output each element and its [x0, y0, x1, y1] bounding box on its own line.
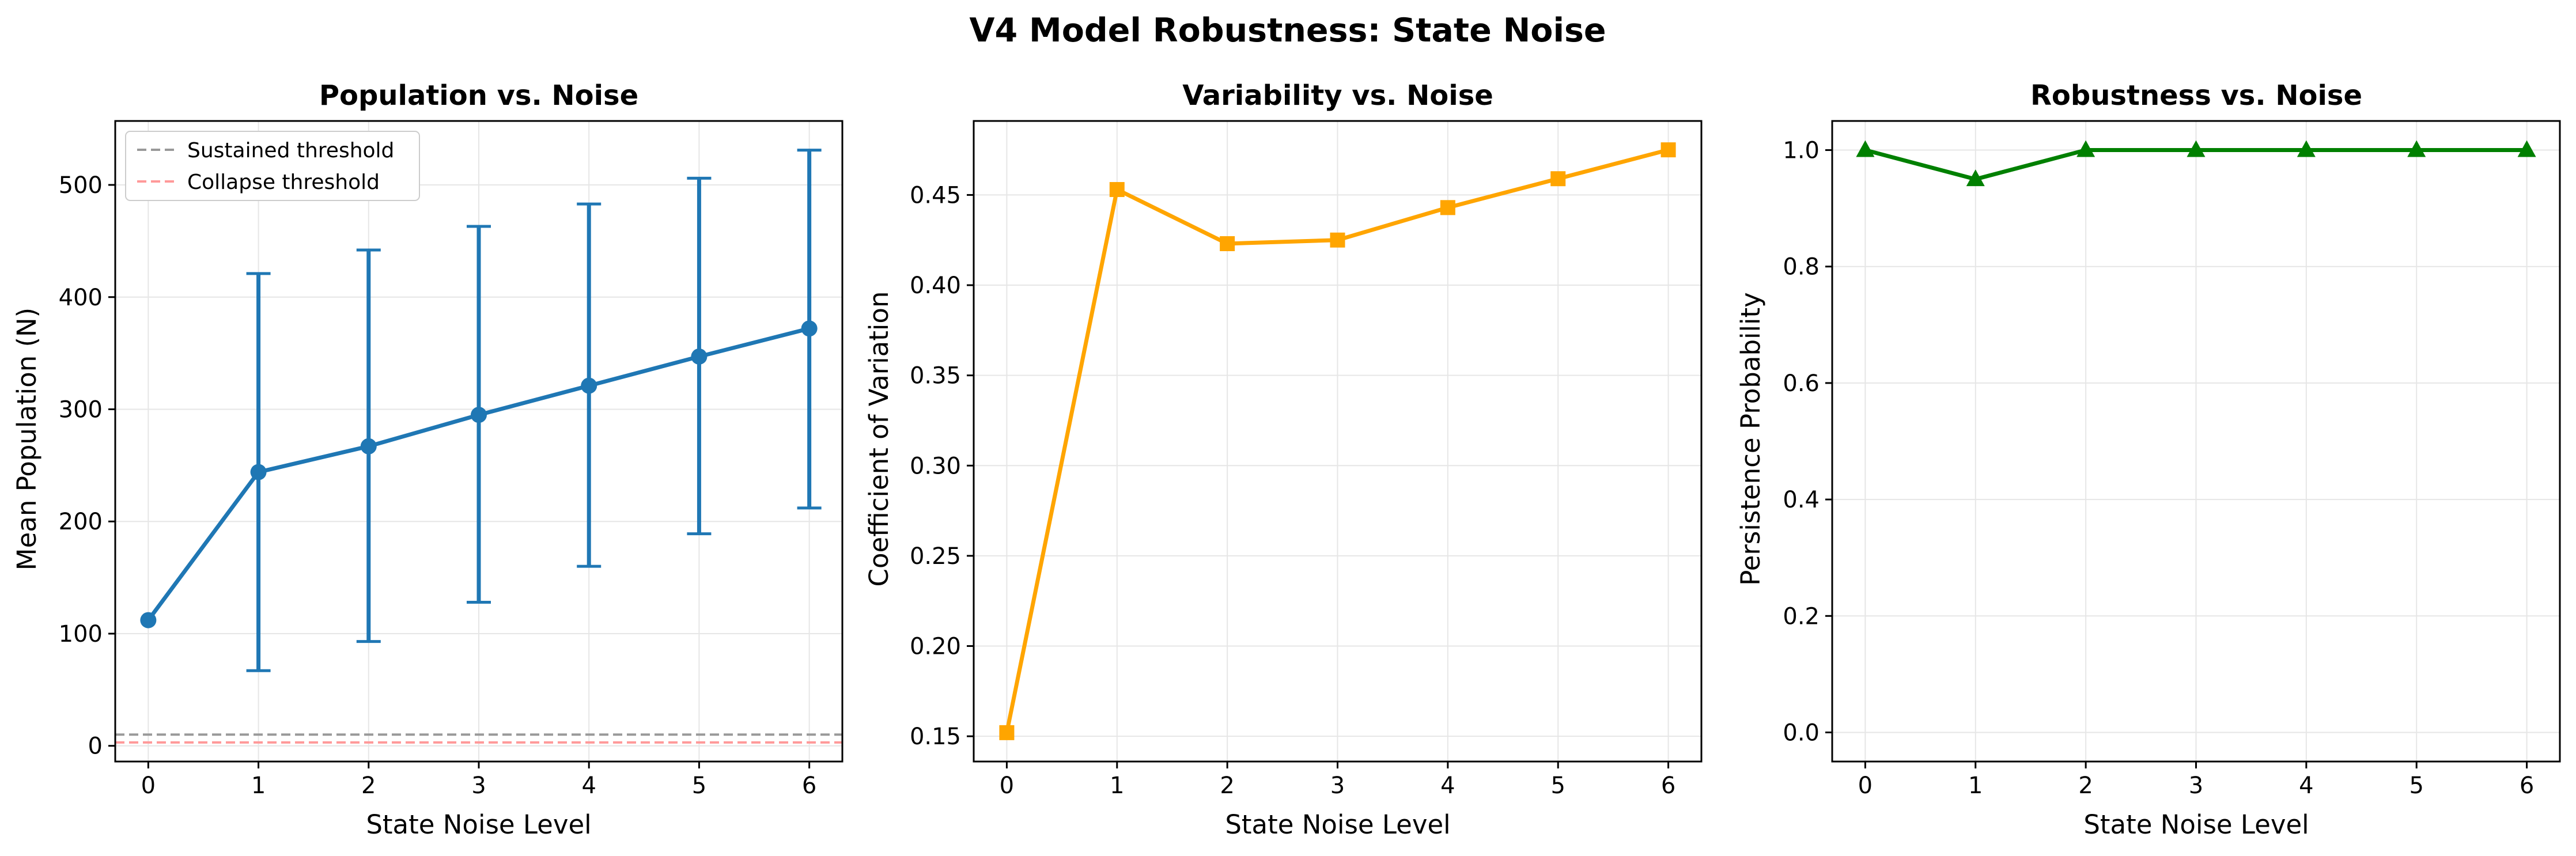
x-axis-label: State Noise Level: [2083, 809, 2309, 840]
y-tick-label: 0.15: [910, 724, 961, 750]
panel-title: Robustness vs. Noise: [2030, 79, 2362, 112]
data-point: [2297, 140, 2316, 157]
data-point: [1109, 182, 1125, 198]
x-tick-label: 1: [1110, 772, 1124, 799]
x-tick-label: 3: [2189, 772, 2203, 799]
data-point: [1220, 236, 1235, 252]
y-tick-label: 0.20: [910, 634, 961, 660]
x-tick-label: 0: [1858, 772, 1873, 799]
data-point: [140, 612, 157, 628]
y-tick-label: 0.35: [910, 363, 961, 389]
x-tick-label: 4: [2299, 772, 2313, 799]
data-point: [2407, 140, 2426, 157]
y-tick-label: 0.2: [1783, 603, 1820, 630]
x-tick-label: 0: [141, 772, 156, 799]
legend: Sustained threshold Collapse threshold: [125, 131, 420, 201]
x-tick-label: 5: [2409, 772, 2424, 799]
x-tick-label: 6: [802, 772, 816, 799]
panel-title: Population vs. Noise: [319, 79, 638, 112]
y-tick-label: 200: [59, 509, 103, 535]
x-tick-label: 6: [2520, 772, 2534, 799]
y-axis-label: Coefficient of Variation: [864, 291, 894, 587]
data-point: [2517, 140, 2536, 157]
data-point: [360, 438, 377, 454]
data-point: [1330, 232, 1345, 248]
data-point: [999, 725, 1015, 740]
panel-title: Variability vs. Noise: [1182, 79, 1493, 112]
x-tick-label: 4: [1440, 772, 1455, 799]
panel-population: Population vs. Noise State Noise Level M…: [12, 79, 843, 840]
x-tick-label: 2: [1220, 772, 1234, 799]
x-tick-label: 2: [2078, 772, 2093, 799]
data-point: [1856, 140, 1875, 157]
panel-variability: Variability vs. Noise State Noise Level …: [864, 79, 1703, 840]
x-tick-label: 5: [692, 772, 706, 799]
data-point: [2076, 140, 2095, 157]
legend-label: Collapse threshold: [187, 171, 380, 194]
y-tick-label: 0.30: [910, 453, 961, 479]
y-tick-label: 0.6: [1783, 370, 1820, 397]
data-point: [2187, 140, 2206, 157]
x-axis-label: State Noise Level: [1225, 809, 1450, 840]
y-axis-label: Mean Population (N): [12, 308, 42, 570]
y-tick-label: 1.0: [1783, 138, 1820, 164]
y-tick-label: 0.4: [1783, 487, 1820, 513]
x-tick-label: 0: [1000, 772, 1014, 799]
x-tick-label: 2: [361, 772, 376, 799]
y-tick-label: 0.0: [1783, 719, 1820, 746]
y-axis-label: Persistence Probability: [1735, 292, 1766, 586]
y-tick-label: 0.8: [1783, 254, 1820, 281]
data-point: [471, 407, 487, 423]
y-tick-label: 500: [59, 172, 103, 199]
y-tick-label: 300: [59, 396, 103, 423]
y-tick-label: 0: [88, 733, 103, 760]
data-point: [1440, 200, 1455, 215]
x-tick-label: 1: [1968, 772, 1983, 799]
y-tick-label: 0.45: [910, 182, 961, 209]
data-point: [250, 464, 267, 480]
y-tick-label: 400: [59, 285, 103, 311]
grid: [974, 121, 1701, 762]
x-tick-label: 1: [251, 772, 266, 799]
x-tick-label: 3: [1330, 772, 1345, 799]
figure-suptitle: V4 Model Robustness: State Noise: [969, 12, 1606, 50]
x-tick-label: 6: [1661, 772, 1675, 799]
data-point: [1660, 142, 1676, 158]
y-tick-label: 0.25: [910, 543, 961, 570]
x-tick-label: 4: [581, 772, 596, 799]
data-point: [801, 320, 818, 337]
legend-box: [125, 131, 420, 201]
x-tick-label: 3: [471, 772, 486, 799]
x-axis-label: State Noise Level: [366, 809, 591, 840]
panel-robustness: Robustness vs. Noise State Noise Level P…: [1735, 79, 2561, 840]
data-point: [1966, 169, 1985, 187]
x-tick-label: 5: [1551, 772, 1565, 799]
legend-label: Sustained threshold: [187, 139, 394, 162]
y-tick-label: 100: [59, 621, 103, 647]
data-point: [691, 348, 708, 365]
y-tick-label: 0.40: [910, 272, 961, 299]
data-point: [581, 377, 597, 394]
data-point: [1550, 171, 1566, 187]
